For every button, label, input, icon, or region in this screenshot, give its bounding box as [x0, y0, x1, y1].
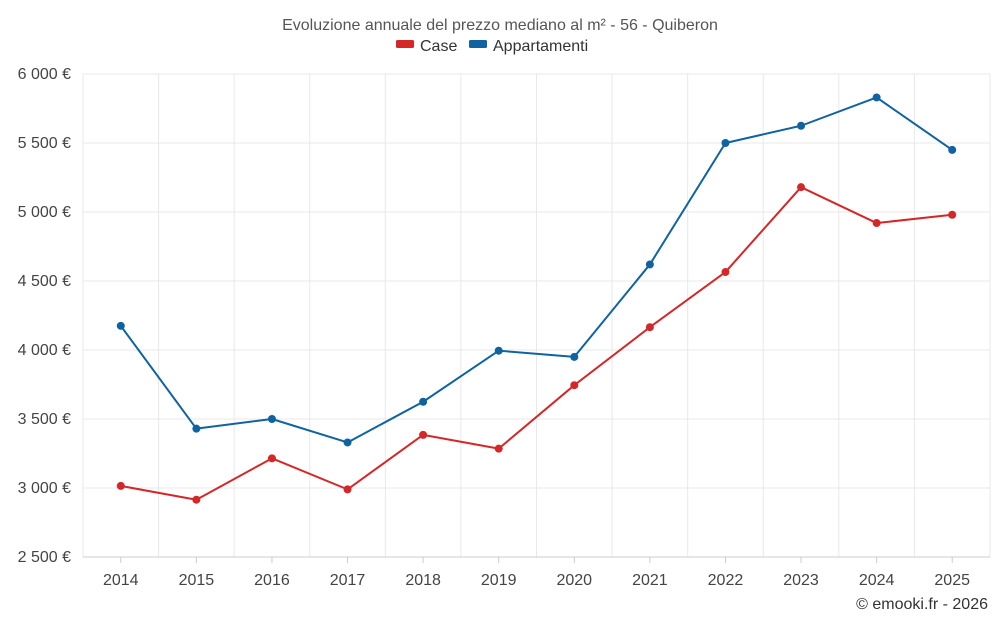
x-tick-label: 2022	[708, 572, 744, 589]
y-tick-label: 2 500 €	[18, 549, 71, 566]
data-point-appartamenti[interactable]	[116, 321, 125, 330]
y-tick-label: 6 000 €	[18, 66, 71, 83]
x-tick-label: 2014	[103, 572, 139, 589]
data-point-case[interactable]	[116, 481, 125, 490]
data-point-appartamenti[interactable]	[797, 121, 806, 130]
data-point-case[interactable]	[267, 454, 276, 463]
x-tick-label: 2024	[859, 572, 895, 589]
legend-label: Case	[420, 38, 457, 55]
credit-text: © emooki.fr - 2026	[856, 596, 988, 613]
data-point-case[interactable]	[721, 268, 730, 277]
legend-swatch	[469, 40, 487, 48]
data-point-appartamenti[interactable]	[570, 352, 579, 361]
x-tick-label: 2021	[632, 572, 668, 589]
y-tick-label: 5 000 €	[18, 204, 71, 221]
data-point-appartamenti[interactable]	[872, 93, 881, 102]
data-point-appartamenti[interactable]	[948, 145, 957, 154]
data-point-appartamenti[interactable]	[192, 424, 201, 433]
x-tick-label: 2017	[330, 572, 366, 589]
y-tick-label: 5 500 €	[18, 135, 71, 152]
x-tick-label: 2016	[254, 572, 290, 589]
legend: Case Appartamenti	[396, 38, 588, 55]
legend-item-case[interactable]: Case	[396, 38, 457, 55]
legend-label: Appartamenti	[493, 38, 588, 55]
series-appartamenti	[116, 93, 957, 447]
series	[116, 93, 957, 504]
data-point-case[interactable]	[948, 210, 957, 219]
y-tick-label: 4 000 €	[18, 342, 71, 359]
legend-item-appartamenti[interactable]: Appartamenti	[469, 38, 588, 55]
x-tick-label: 2015	[179, 572, 215, 589]
y-tick-label: 3 500 €	[18, 411, 71, 428]
data-point-case[interactable]	[645, 323, 654, 332]
data-point-appartamenti[interactable]	[494, 346, 503, 355]
x-tick-label: 2025	[934, 572, 970, 589]
data-point-appartamenti[interactable]	[645, 260, 654, 269]
x-tick-label: 2019	[481, 572, 517, 589]
data-point-appartamenti[interactable]	[721, 139, 730, 147]
x-tick-label: 2020	[556, 572, 592, 589]
data-point-case[interactable]	[494, 444, 503, 453]
x-tick-label: 2023	[783, 572, 819, 589]
series-line-case	[120, 186, 953, 501]
y-tick-label: 4 500 €	[18, 273, 71, 290]
data-point-appartamenti[interactable]	[343, 438, 352, 447]
data-point-appartamenti[interactable]	[419, 397, 428, 406]
axes: 2 500 € 3 000 € 3 500 € 4 000 € 4 500 € 5 000…	[18, 66, 990, 589]
data-point-case[interactable]	[343, 485, 352, 494]
grid	[82, 73, 991, 557]
data-point-case[interactable]	[797, 183, 806, 192]
legend-swatch	[396, 40, 414, 48]
y-tick-label: 3 000 €	[18, 480, 71, 497]
data-point-case[interactable]	[419, 430, 428, 439]
series-line-appartamenti	[119, 96, 953, 444]
chart-title: Evoluzione annuale del prezzo mediano al…	[282, 17, 718, 34]
data-point-case[interactable]	[192, 495, 201, 504]
series-case	[116, 183, 957, 504]
data-point-case[interactable]	[872, 219, 881, 228]
data-point-case[interactable]	[570, 381, 579, 390]
data-point-appartamenti[interactable]	[267, 415, 276, 423]
x-tick-label: 2018	[405, 572, 441, 589]
